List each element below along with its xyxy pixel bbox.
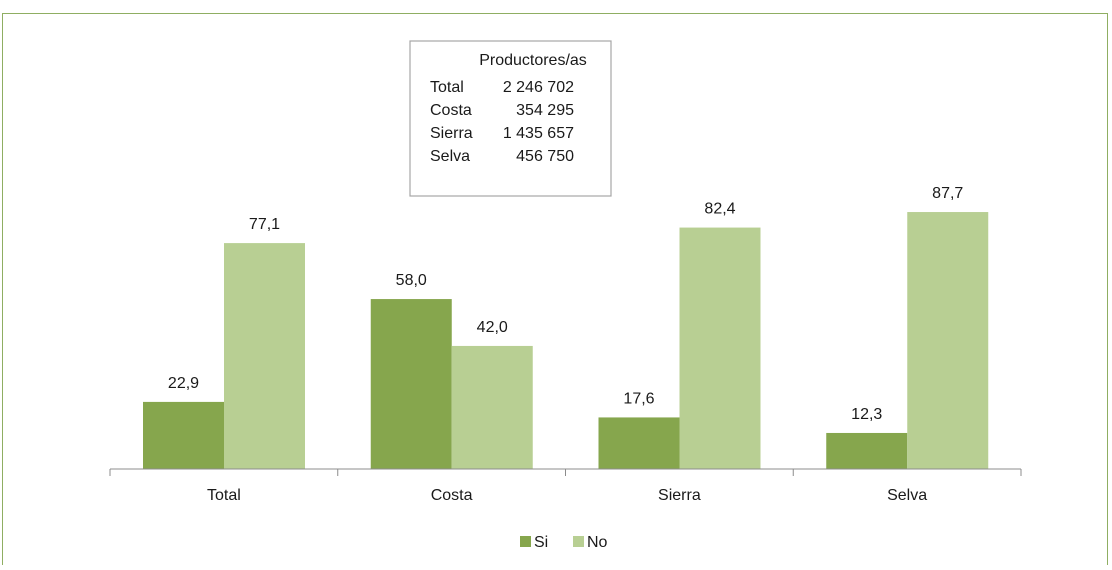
info-box-row-label: Total bbox=[430, 79, 464, 96]
info-box-row-label: Selva bbox=[430, 148, 470, 165]
bar-no-costa bbox=[452, 346, 533, 469]
x-tick-label: Sierra bbox=[658, 487, 701, 504]
bar-no-sierra bbox=[680, 228, 761, 469]
x-tick-label: Costa bbox=[431, 487, 473, 504]
legend-label-si: Si bbox=[534, 534, 548, 551]
bar-si-total bbox=[143, 402, 224, 469]
data-label: 12,3 bbox=[851, 406, 882, 423]
x-axis: Total Costa Sierra Selva bbox=[110, 469, 1021, 504]
data-label: 22,9 bbox=[168, 375, 199, 392]
info-box-row-value: 456 750 bbox=[516, 148, 574, 165]
info-box-row-value: 354 295 bbox=[516, 102, 574, 119]
bar-no-selva bbox=[907, 212, 988, 469]
info-box-row-label: Sierra bbox=[430, 125, 473, 142]
info-box-heading: Productores/as bbox=[479, 52, 587, 69]
data-label: 77,1 bbox=[249, 216, 280, 233]
x-tick-label: Total bbox=[207, 487, 241, 504]
x-tick-label: Selva bbox=[887, 487, 927, 504]
legend-swatch-si bbox=[520, 536, 531, 547]
bars-layer: 22,9 77,1 58,0 42,0 17,6 82,4 12,3 87,7 bbox=[143, 185, 988, 469]
data-label: 87,7 bbox=[932, 185, 963, 202]
legend: Si No bbox=[520, 534, 608, 551]
info-box-row-label: Costa bbox=[430, 102, 472, 119]
legend-label-no: No bbox=[587, 534, 608, 551]
bar-si-sierra bbox=[599, 417, 680, 469]
data-label: 58,0 bbox=[396, 272, 427, 289]
data-label: 82,4 bbox=[704, 201, 735, 218]
data-label: 17,6 bbox=[623, 390, 654, 407]
info-box: Productores/as Total 2 246 702 Costa 354… bbox=[410, 41, 611, 196]
data-label: 42,0 bbox=[477, 319, 508, 336]
legend-swatch-no bbox=[573, 536, 584, 547]
bar-si-selva bbox=[826, 433, 907, 469]
bar-si-costa bbox=[371, 299, 452, 469]
info-box-row-value: 1 435 657 bbox=[503, 125, 574, 142]
info-box-row-value: 2 246 702 bbox=[503, 79, 574, 96]
bar-no-total bbox=[224, 243, 305, 469]
